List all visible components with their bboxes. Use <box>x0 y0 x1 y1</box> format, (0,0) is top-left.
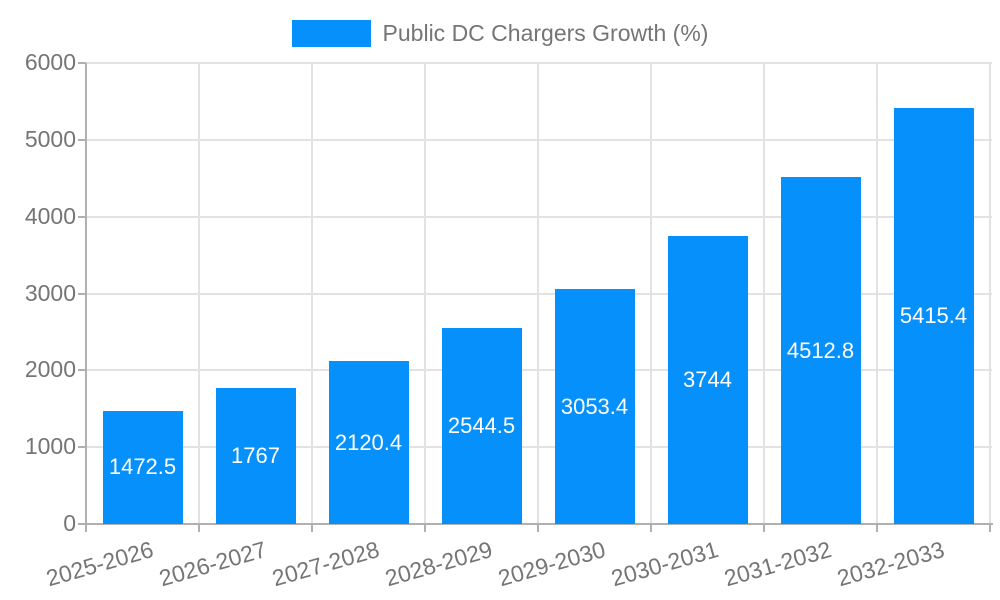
x-gridline <box>763 63 765 524</box>
x-gridline <box>537 63 539 524</box>
x-gridline <box>989 63 991 524</box>
x-tick <box>537 525 539 532</box>
legend-label: Public DC Chargers Growth (%) <box>382 19 709 46</box>
y-gridline <box>86 292 992 295</box>
y-tick <box>78 292 86 295</box>
bar-value-label: 3744 <box>683 367 732 393</box>
y-tick-label: 3000 <box>24 279 76 306</box>
x-gridline <box>424 63 426 524</box>
x-tick <box>650 525 652 532</box>
bar[interactable] <box>328 361 409 524</box>
x-tick <box>311 525 313 532</box>
bar[interactable] <box>667 236 748 524</box>
y-tick-label: 5000 <box>24 125 76 152</box>
y-tick-label: 2000 <box>24 356 76 383</box>
y-tick <box>78 138 86 141</box>
y-tick <box>78 523 86 525</box>
x-tick-label: 2026-2027 <box>155 536 269 592</box>
x-tick-label: 2031-2032 <box>720 536 834 592</box>
x-gridline <box>876 63 878 524</box>
x-tick <box>85 525 87 532</box>
x-tick <box>424 525 426 532</box>
y-tick-label: 0 <box>63 510 76 536</box>
x-tick <box>989 525 991 532</box>
bar-value-label: 5415.4 <box>899 302 968 328</box>
legend-swatch-icon <box>291 19 371 47</box>
bar-value-label: 2544.5 <box>447 413 516 439</box>
bar-value-label: 3053.4 <box>560 393 629 419</box>
bar[interactable] <box>441 328 522 524</box>
x-tick-label: 2028-2029 <box>381 536 495 592</box>
y-gridline <box>86 62 992 64</box>
x-tick <box>876 525 878 532</box>
y-tick-label: 6000 <box>24 49 76 75</box>
bar-value-label: 1767 <box>231 443 280 469</box>
x-tick-label: 2025-2026 <box>42 536 156 592</box>
y-gridline <box>86 369 992 372</box>
x-gridline <box>650 63 652 524</box>
bar-value-label: 1472.5 <box>108 454 177 480</box>
bar[interactable] <box>780 177 861 524</box>
x-axis-line <box>85 523 993 525</box>
bar-value-label: 2120.4 <box>334 429 403 455</box>
x-gridline <box>198 63 200 524</box>
y-tick <box>78 446 86 449</box>
y-gridline <box>86 446 992 449</box>
y-gridline <box>86 138 992 141</box>
y-gridline <box>86 215 992 218</box>
bar-value-label: 4512.8 <box>786 337 855 363</box>
bar[interactable] <box>215 388 296 524</box>
bar[interactable] <box>554 289 635 524</box>
y-axis-line <box>85 63 87 532</box>
y-tick <box>78 369 86 372</box>
x-tick-label: 2030-2031 <box>607 536 721 592</box>
x-tick-label: 2029-2030 <box>494 536 608 592</box>
bar[interactable] <box>893 107 974 524</box>
legend[interactable]: Public DC Chargers Growth (%) <box>0 19 1000 47</box>
y-tick-label: 4000 <box>24 202 76 229</box>
y-tick-label: 1000 <box>24 433 76 460</box>
x-tick-label: 2032-2033 <box>833 536 947 592</box>
x-tick-label: 2027-2028 <box>268 536 382 592</box>
y-tick <box>78 215 86 218</box>
y-tick <box>78 62 86 64</box>
x-gridline <box>311 63 313 524</box>
x-tick <box>763 525 765 532</box>
bar[interactable] <box>102 410 183 524</box>
x-tick <box>198 525 200 532</box>
